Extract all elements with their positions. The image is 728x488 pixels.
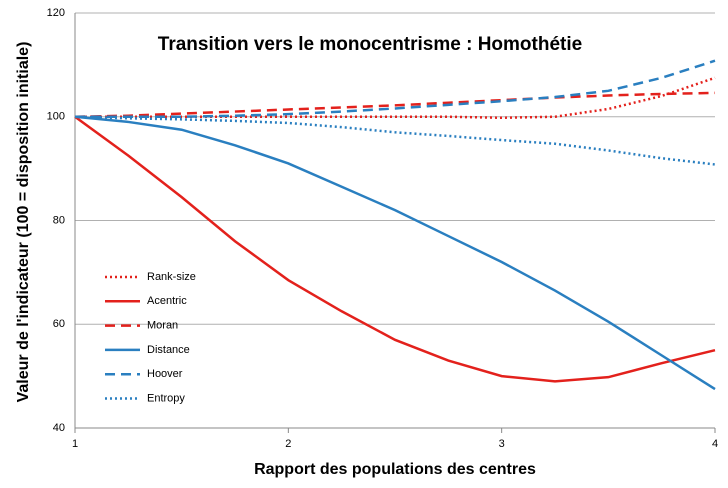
x-axis-label: Rapport des populations des centres bbox=[254, 461, 536, 478]
line-series bbox=[74, 91, 716, 118]
legend-label: Rank-size bbox=[147, 271, 196, 283]
legend-label: Moran bbox=[147, 320, 178, 332]
line-series bbox=[74, 115, 716, 383]
y-tick-label: 60 bbox=[53, 318, 65, 330]
legend-label: Acentric bbox=[147, 295, 187, 307]
y-axis-label: Valeur de l'indicateur (100 = dispositio… bbox=[15, 42, 32, 403]
line-series bbox=[75, 59, 716, 118]
chart-title: Transition vers le monocentrisme : Homot… bbox=[158, 34, 582, 55]
y-tick-label: 40 bbox=[53, 422, 65, 434]
x-tick-label: 3 bbox=[499, 438, 505, 450]
line-series bbox=[75, 76, 716, 120]
y-tick-label: 80 bbox=[53, 214, 65, 226]
legend-label: Hoover bbox=[147, 368, 183, 380]
legend-label: Entropy bbox=[147, 392, 185, 404]
y-tick-label: 100 bbox=[47, 111, 65, 123]
y-tick-label: 120 bbox=[47, 7, 65, 19]
x-tick-label: 1 bbox=[72, 438, 78, 450]
line-series bbox=[74, 115, 716, 391]
line-series bbox=[74, 115, 716, 166]
x-tick-label: 2 bbox=[285, 438, 291, 450]
x-tick-label: 4 bbox=[712, 438, 718, 450]
legend-label: Distance bbox=[147, 344, 190, 356]
